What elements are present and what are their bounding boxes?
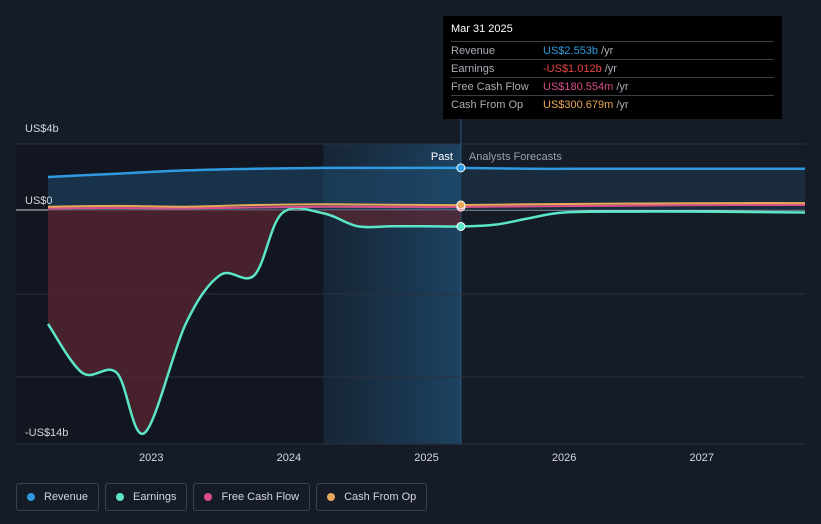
- tooltip-label: Earnings: [451, 62, 495, 75]
- x-tick-label: 2024: [277, 452, 301, 464]
- tooltip: Mar 31 2025 Revenue US$2.553b /yr Earnin…: [443, 16, 782, 119]
- earnings-point: [456, 221, 466, 231]
- tooltip-value: US$2.553b: [543, 44, 599, 57]
- tooltip-unit: /yr: [616, 80, 629, 93]
- legend-item-revenue[interactable]: Revenue: [16, 483, 100, 511]
- legend-label: Free Cash Flow: [221, 491, 300, 503]
- tooltip-row-revenue: Revenue US$2.553b /yr: [451, 41, 774, 59]
- tooltip-label: Cash From Op: [451, 98, 524, 111]
- revenue-area: [48, 167, 461, 210]
- forecast-label: Analysts Forecasts: [469, 151, 562, 163]
- legend-dot-icon: [327, 493, 336, 501]
- x-tick-label: 2023: [139, 452, 163, 464]
- revenue-forecast-area: [460, 167, 805, 210]
- past-label: Past: [431, 151, 453, 163]
- legend-label: Cash From Op: [344, 491, 417, 503]
- free-cash-flow-line: [47, 204, 806, 210]
- legend-dot-icon: [116, 493, 125, 501]
- y-tick-label: US$4b: [25, 123, 59, 135]
- revenue-point: [456, 163, 466, 173]
- cash-from-op-line: [47, 202, 806, 208]
- x-tick-label: 2027: [690, 452, 714, 464]
- tooltip-row-earnings: Earnings -US$1.012b /yr: [451, 59, 774, 77]
- legend-item-cash-from-op[interactable]: Cash From Op: [316, 483, 428, 511]
- x-tick-label: 2025: [414, 452, 438, 464]
- tooltip-date: Mar 31 2025: [451, 23, 513, 35]
- tooltip-unit: /yr: [604, 62, 617, 75]
- legend-item-free-cash-flow[interactable]: Free Cash Flow: [193, 483, 311, 511]
- tooltip-label: Revenue: [451, 44, 496, 57]
- tooltip-row-cash-from-op: Cash From Op US$300.679m /yr: [451, 95, 774, 113]
- tooltip-value: US$300.679m: [543, 98, 614, 111]
- legend: Revenue Earnings Free Cash Flow Cash Fro…: [16, 483, 428, 511]
- legend-label: Revenue: [44, 491, 89, 503]
- revenue-line: [47, 166, 805, 179]
- tooltip-label: Free Cash Flow: [451, 80, 529, 93]
- tooltip-unit: /yr: [601, 44, 614, 57]
- earnings-line: [46, 206, 806, 435]
- tooltip-unit: /yr: [616, 98, 629, 111]
- y-tick-label: -US$14b: [25, 427, 68, 439]
- x-tick-label: 2026: [552, 452, 576, 464]
- earnings-area: [48, 208, 461, 434]
- tooltip-value: US$180.554m: [543, 80, 614, 93]
- legend-dot-icon: [27, 493, 35, 501]
- legend-item-earnings[interactable]: Earnings: [105, 483, 188, 511]
- y-tick-label: US$0: [25, 195, 53, 207]
- legend-label: Earnings: [133, 491, 177, 503]
- cash-from-op-point: [456, 200, 466, 210]
- legend-dot-icon: [204, 493, 213, 501]
- tooltip-row-free-cash-flow: Free Cash Flow US$180.554m /yr: [451, 77, 774, 95]
- tooltip-value: -US$1.012b: [543, 62, 602, 75]
